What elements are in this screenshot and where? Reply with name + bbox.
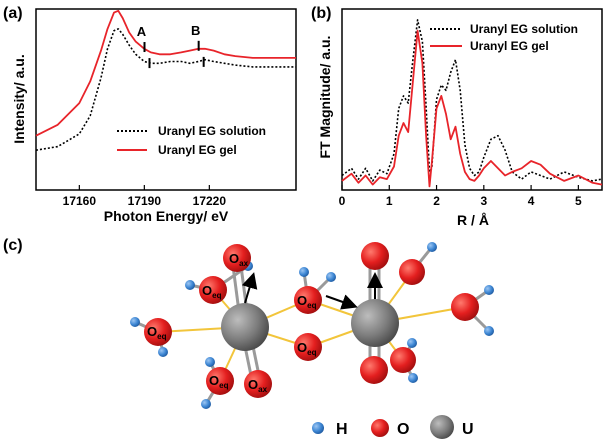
hydrogen-atoms xyxy=(130,242,494,409)
panel-b-x-ticks: 0 1 2 3 4 5 xyxy=(339,185,582,208)
key-hydrogen-swatch xyxy=(312,422,324,434)
hydrogen-atom xyxy=(201,399,211,409)
legend-b-solution-label: Uranyl EG solution xyxy=(470,22,578,36)
arrow-oeq-bridge xyxy=(325,294,358,310)
panel-a-ylabel: Intensity/ a.u. xyxy=(11,54,27,143)
hydrogen-atom xyxy=(484,326,494,336)
oxygen-atom-oax-top-left xyxy=(223,244,251,272)
label-oax-bottom: Oax xyxy=(248,377,268,394)
label-oax-top: Oax xyxy=(229,251,249,268)
panel-a-legend: Uranyl EG solution Uranyl EG gel xyxy=(117,124,266,157)
legend-a-gel-label: Uranyl EG gel xyxy=(158,143,237,157)
oxygen-atom-oax-bottom-left xyxy=(244,370,272,398)
uranium-atom-right xyxy=(351,299,399,347)
label-oeq-upper-left: Oeq xyxy=(202,283,222,300)
hydrogen-atom xyxy=(158,347,168,357)
oxygen-atom-oeq-bridge-upper xyxy=(294,286,322,314)
hydrogen-atom xyxy=(408,373,418,383)
panel-a-series-gel xyxy=(35,9,296,137)
label-oeq-bridge-upper: Oeq xyxy=(297,293,317,310)
hydrogen-atom xyxy=(484,285,494,295)
panel-a-series-solution xyxy=(35,28,296,151)
panel-b-legend: Uranyl EG solution Uranyl EG gel xyxy=(430,22,578,53)
hydrogen-atom xyxy=(185,280,195,290)
oxygen-atom-oeq-bridge-lower xyxy=(294,333,322,361)
legend-a-solution-label: Uranyl EG solution xyxy=(158,124,266,138)
hydrogen-atom xyxy=(427,242,437,252)
oxygen-atom-oeq-left xyxy=(144,318,172,346)
key-oxygen-swatch xyxy=(371,419,389,437)
label-oeq-lower-left: Oeq xyxy=(209,373,229,390)
panel-a-x-tick-label: 17160 xyxy=(63,194,97,208)
key-uranium-label: U xyxy=(462,421,474,438)
key-oxygen-label: O xyxy=(397,421,409,438)
atom-key: H O U xyxy=(312,415,474,439)
hydrogen-atom xyxy=(130,317,140,327)
panel-c-label: (c) xyxy=(3,237,23,254)
oxygen-atom-oeq-upper-left xyxy=(199,276,227,304)
key-uranium-swatch xyxy=(430,415,454,439)
panel-a-frame xyxy=(35,8,297,191)
panel-b-series-gel xyxy=(341,29,603,188)
oxygen-atom-oeq-lower-left xyxy=(206,367,234,395)
hydrogen-atom xyxy=(326,272,336,282)
oxygen-atom-right xyxy=(451,293,479,321)
hydrogen-atom xyxy=(299,267,309,277)
atom-labels: Oax Oeq Oeq Oeq Oax Oeq Oeq xyxy=(147,251,317,394)
legend-b-gel-label: Uranyl EG gel xyxy=(470,39,549,53)
panel-b-x-tick-label: 0 xyxy=(339,194,346,208)
oxygen-atom-oax-top-right xyxy=(361,242,389,270)
arrow-oax-left xyxy=(241,272,258,304)
panel-b-ylabel: FT Magnitude/ a.u. xyxy=(317,36,333,159)
panel-b-x-tick-label: 5 xyxy=(575,194,582,208)
panel-b-x-tick-label: 2 xyxy=(433,194,440,208)
panel-a-xlabel: Photon Energy/ eV xyxy=(104,208,229,224)
panel-b-xlabel: R / Å xyxy=(457,212,489,228)
panel-a-marker-a: A xyxy=(137,24,147,39)
panel-b-x-tick-label: 4 xyxy=(528,194,535,208)
panel-b-ft-plot: 0 1 2 3 4 5 R / Å FT Magnitude/ a.u. Uranyl E… xyxy=(317,8,603,228)
panel-b-series xyxy=(341,19,603,188)
panel-a-marker-b: B xyxy=(191,23,200,38)
oxygen-atom-right-upper xyxy=(399,259,425,285)
panel-c-structure: Oax Oeq Oeq Oeq Oax Oeq Oeq H O U xyxy=(130,242,494,439)
label-oeq-bridge-lower: Oeq xyxy=(297,340,317,357)
panel-b-series-solution xyxy=(341,19,603,182)
oxygen-atom-right-lower xyxy=(390,347,416,373)
label-oeq-left: Oeq xyxy=(147,324,167,341)
panel-b-x-tick-label: 3 xyxy=(480,194,487,208)
panel-a-x-ticks: 17160 17190 17220 xyxy=(63,185,227,208)
hydrogen-atom xyxy=(205,357,215,367)
panel-b-x-tick-label: 1 xyxy=(386,194,393,208)
hydrogen-atom xyxy=(407,338,417,348)
panel-a-x-tick-label: 17220 xyxy=(193,194,227,208)
oh-bonds xyxy=(134,246,491,405)
oxygen-atom-oax-bottom-right xyxy=(360,356,388,384)
key-hydrogen-label: H xyxy=(336,421,348,438)
panel-a-label: (a) xyxy=(3,5,23,22)
panel-a-x-tick-label: 17190 xyxy=(128,194,162,208)
panel-a-series xyxy=(35,9,296,151)
oxygen-atoms xyxy=(144,242,479,398)
panel-b-frame xyxy=(341,8,603,191)
uranium-atom-left xyxy=(221,303,269,351)
panel-b-label: (b) xyxy=(311,5,331,22)
